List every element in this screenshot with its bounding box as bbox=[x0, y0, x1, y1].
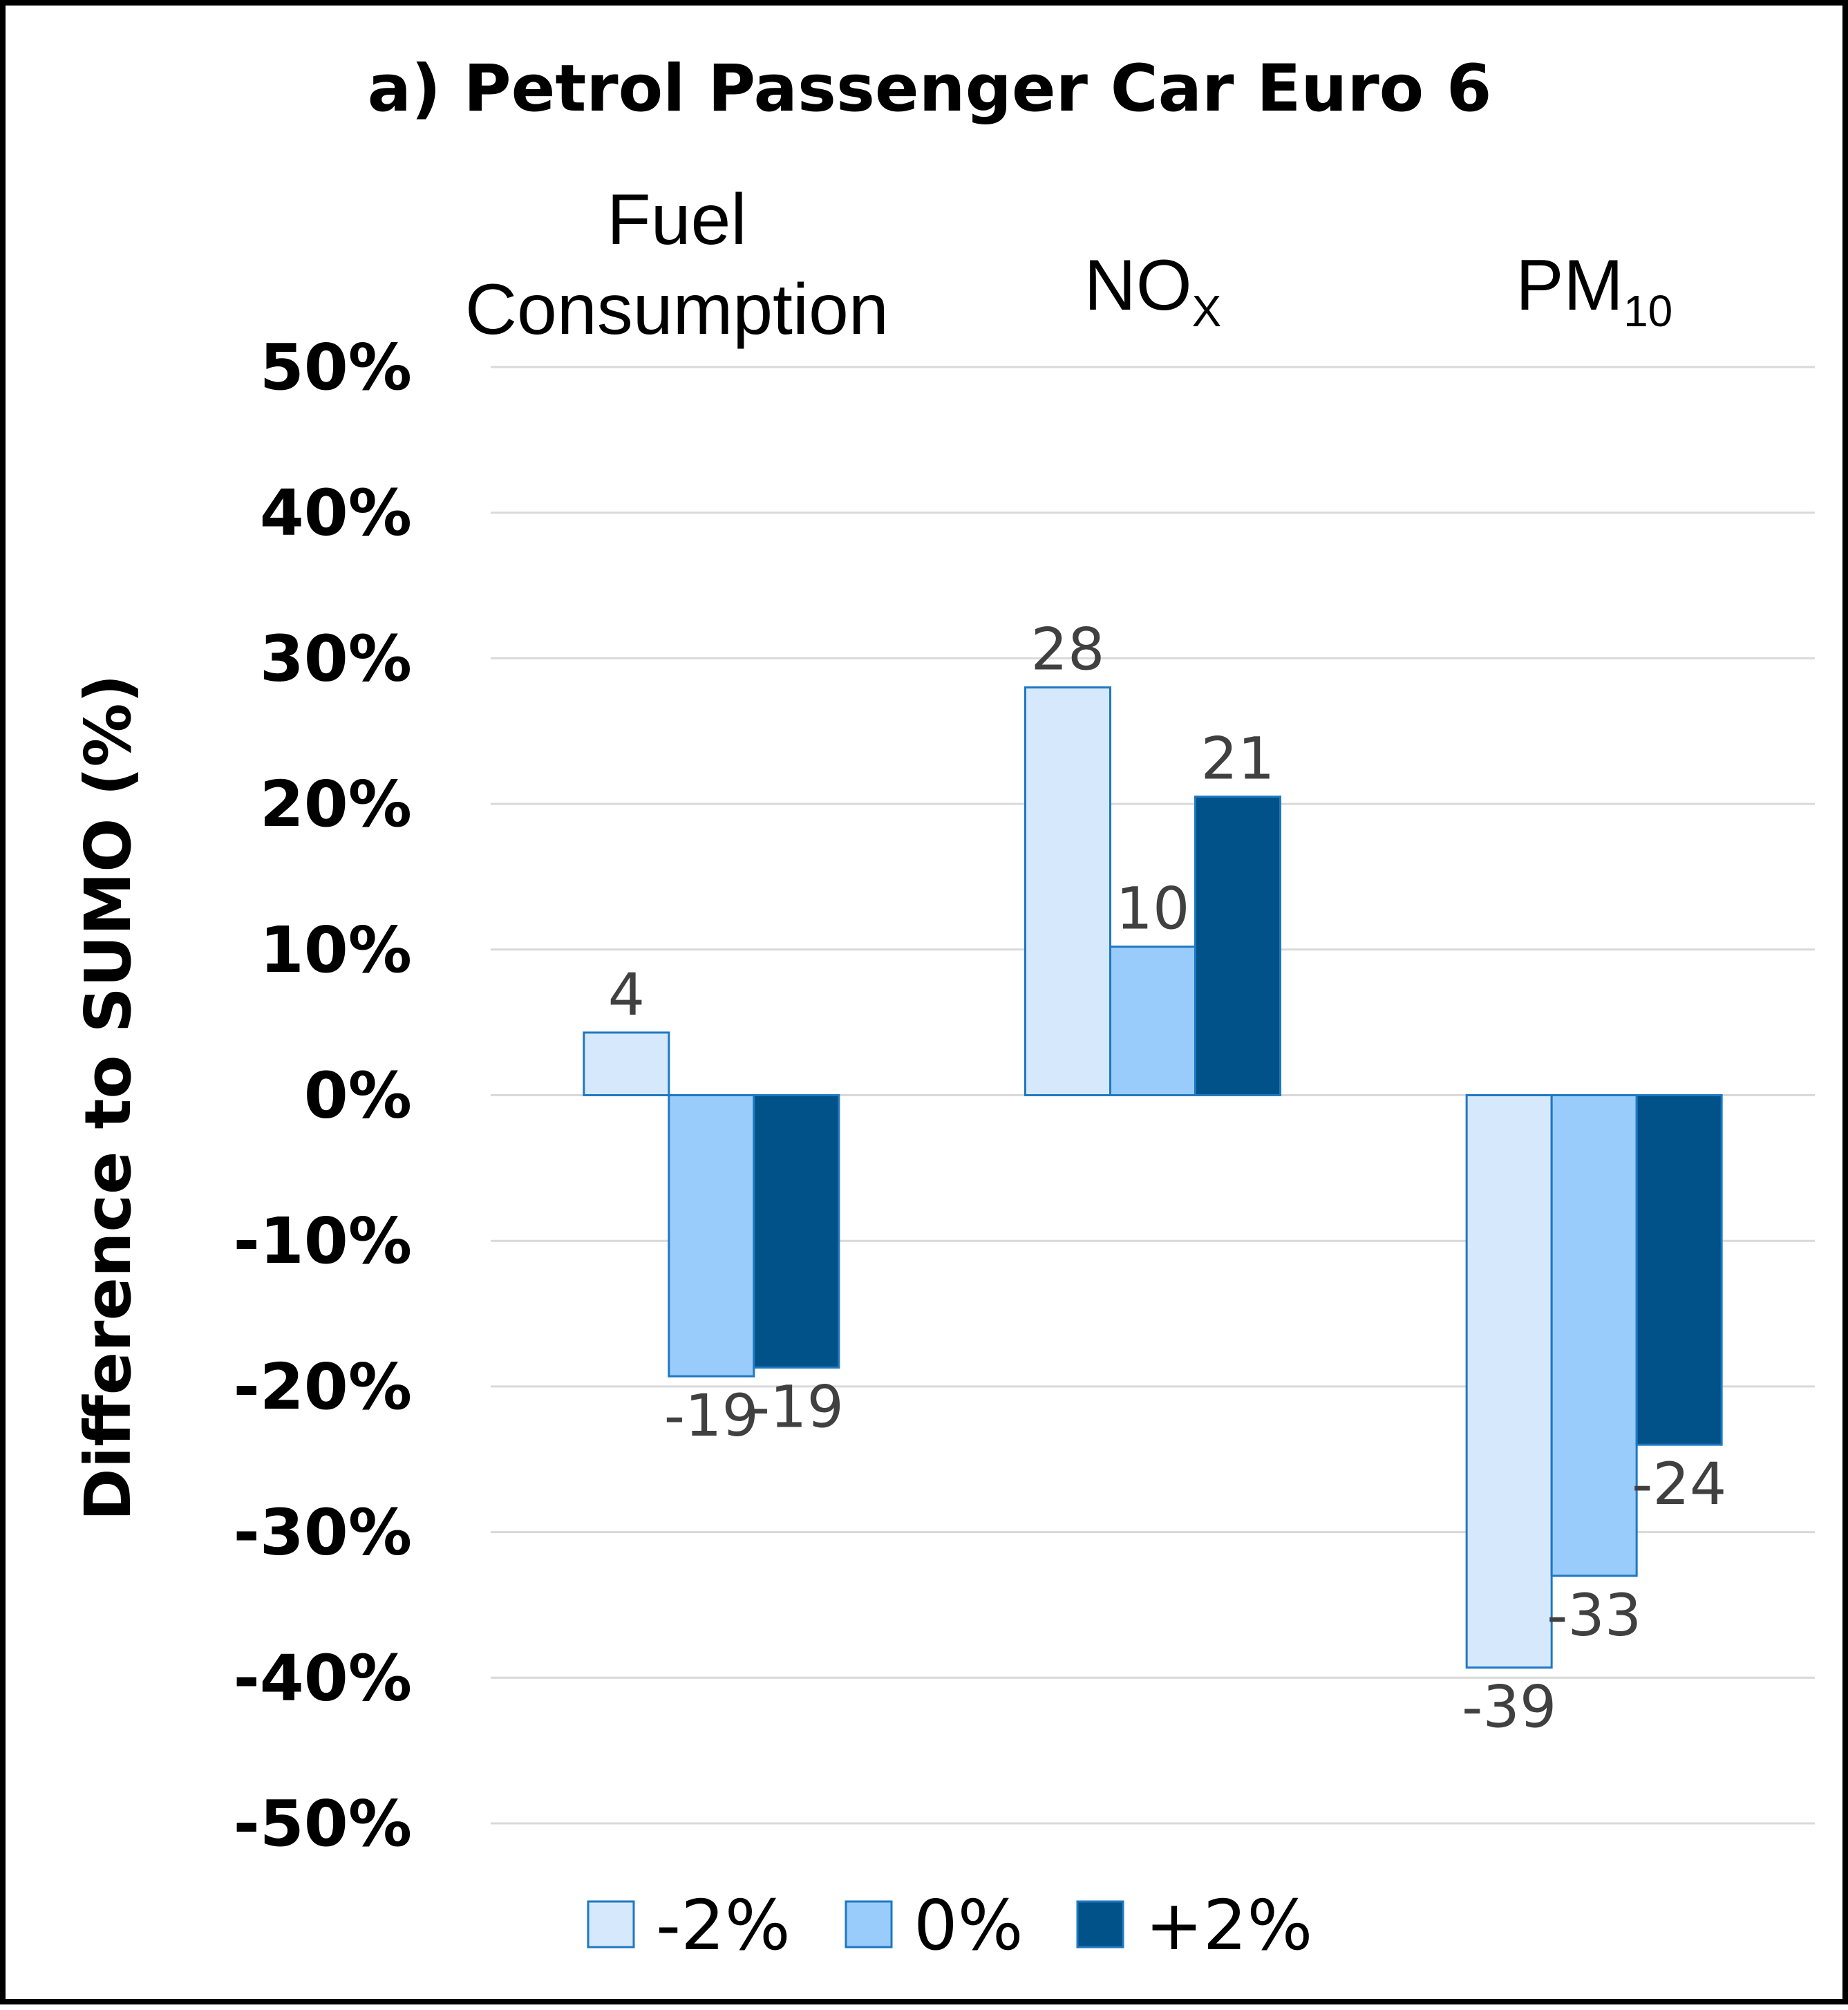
legend-label: -2% bbox=[656, 1885, 791, 1966]
y-tick-label: -10% bbox=[234, 1204, 412, 1278]
data-label: 28 bbox=[1031, 616, 1105, 684]
bar-chart: a) Petrol Passenger Car Euro 6 Differenc… bbox=[71, 51, 1815, 1966]
bar bbox=[1635, 1094, 1723, 1446]
category-labels: Fuel Consumption NOX PM10 bbox=[465, 180, 1672, 350]
data-label: 4 bbox=[608, 961, 645, 1029]
y-tick-label: 40% bbox=[260, 476, 412, 550]
category-label-subscript: X bbox=[1192, 286, 1222, 336]
y-axis-label: Difference to SUMO (%) bbox=[71, 674, 145, 1521]
data-label: -24 bbox=[1632, 1450, 1726, 1518]
category-label: NOX bbox=[1084, 245, 1222, 336]
bar bbox=[753, 1094, 840, 1369]
y-tick-label: 50% bbox=[260, 330, 412, 404]
bar bbox=[1465, 1094, 1553, 1669]
legend-swatch bbox=[1076, 1900, 1124, 1948]
bar bbox=[668, 1094, 755, 1378]
y-tick-label: 30% bbox=[260, 621, 412, 695]
y-tick-label: -30% bbox=[234, 1496, 412, 1570]
y-tick-label: 10% bbox=[260, 913, 412, 987]
bar bbox=[1550, 1094, 1638, 1577]
data-label: -39 bbox=[1462, 1673, 1556, 1741]
legend-swatch bbox=[587, 1900, 635, 1948]
category-label: Consumption bbox=[465, 270, 889, 350]
category-label: PM10 bbox=[1516, 245, 1672, 336]
bar bbox=[583, 1031, 670, 1097]
y-tick-label: -40% bbox=[234, 1641, 412, 1715]
data-label: 21 bbox=[1201, 725, 1275, 793]
chart-title: a) Petrol Passenger Car Euro 6 bbox=[368, 51, 1492, 126]
bar bbox=[1024, 686, 1111, 1096]
category-label-subscript: 10 bbox=[1623, 286, 1672, 336]
y-tick-label: -50% bbox=[234, 1787, 412, 1861]
bar bbox=[1194, 796, 1281, 1096]
legend-label: +2% bbox=[1145, 1885, 1312, 1966]
data-label: -19 bbox=[664, 1382, 759, 1449]
category-label: Fuel bbox=[607, 180, 746, 260]
data-label: 10 bbox=[1116, 875, 1190, 943]
category-label-main: PM bbox=[1516, 245, 1623, 326]
y-tick-label: 20% bbox=[260, 767, 412, 841]
legend: -2% 0% +2% bbox=[587, 1885, 1312, 1966]
data-labels: 4 28 -39 -19 10 -33 -19 21 -24 bbox=[608, 616, 1727, 1741]
y-tick-label: -20% bbox=[234, 1350, 412, 1424]
data-label: -33 bbox=[1547, 1581, 1641, 1649]
data-label: -19 bbox=[749, 1373, 844, 1441]
legend-label: 0% bbox=[914, 1885, 1024, 1966]
y-tick-label: 0% bbox=[304, 1059, 412, 1133]
category-label-main: NO bbox=[1084, 245, 1192, 326]
bars bbox=[583, 686, 1723, 1669]
y-axis-ticks: 50% 40% 30% 20% 10% 0% -10% -20% -30% -40% -50% bbox=[234, 330, 412, 1861]
bar bbox=[1109, 946, 1196, 1097]
legend-swatch bbox=[845, 1900, 893, 1948]
